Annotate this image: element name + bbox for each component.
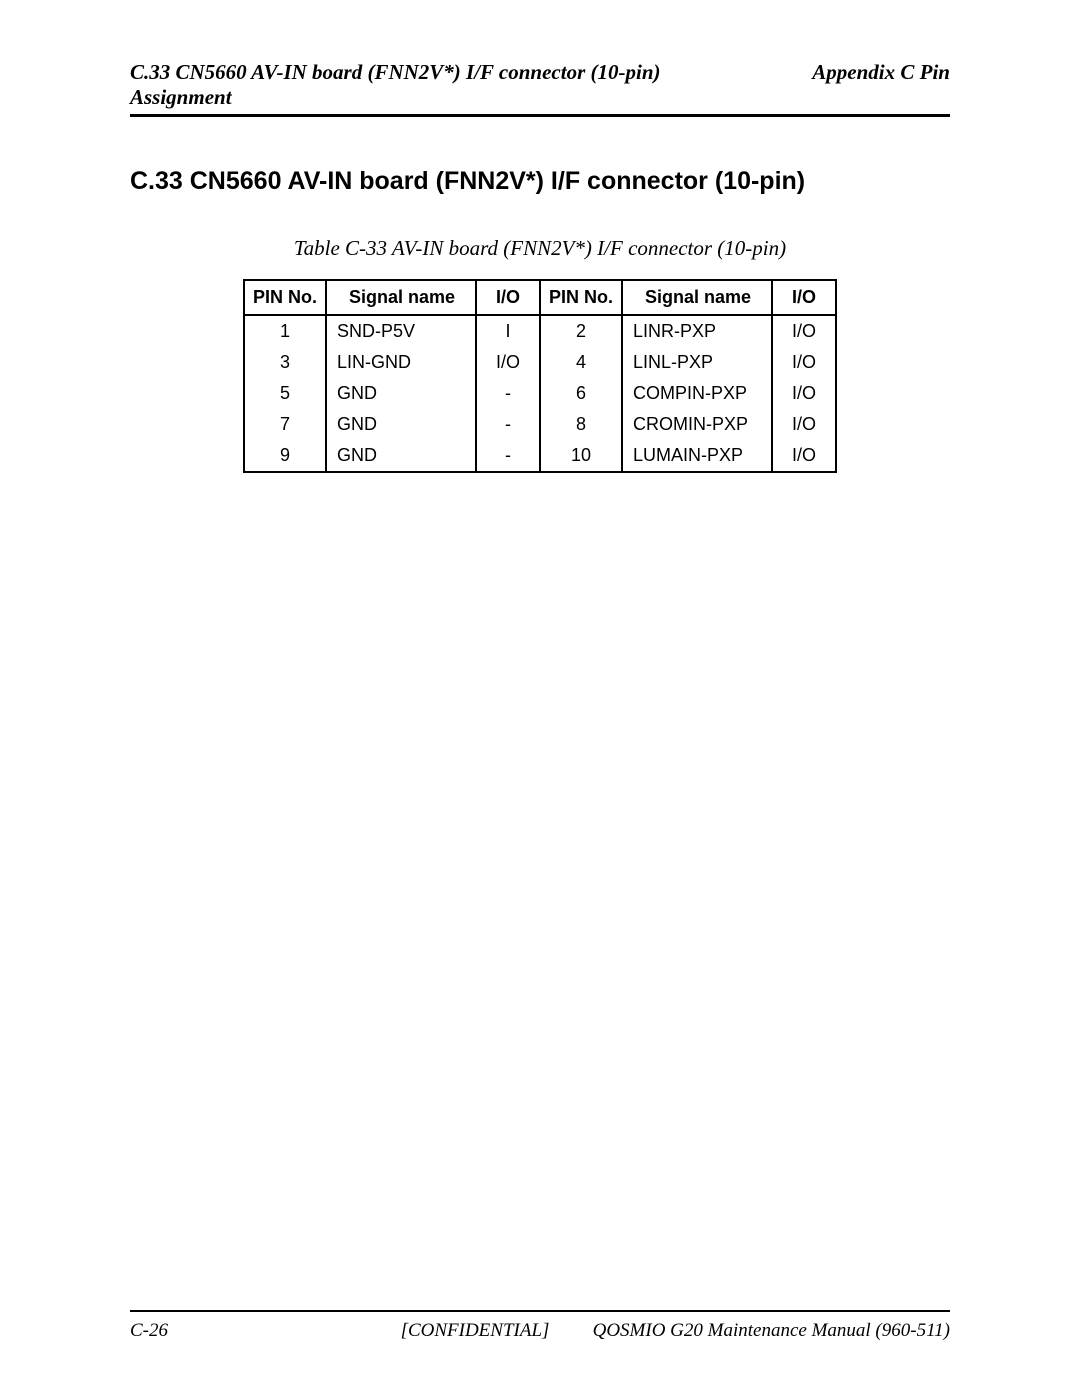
cell: I/O: [772, 378, 836, 409]
cell: 3: [244, 347, 326, 378]
footer-manual-title: QOSMIO G20 Maintenance Manual (960-511): [593, 1320, 950, 1342]
cell: 1: [244, 315, 326, 347]
cell: GND: [326, 378, 476, 409]
cell: COMPIN-PXP: [622, 378, 772, 409]
page-header: C.33 CN5660 AV-IN board (FNN2V*) I/F con…: [130, 60, 950, 117]
cell: I/O: [772, 347, 836, 378]
cell: -: [476, 378, 540, 409]
table-header-row: PIN No. Signal name I/O PIN No. Signal n…: [244, 280, 836, 315]
cell: -: [476, 440, 540, 472]
cell: 10: [540, 440, 622, 472]
cell: I/O: [476, 347, 540, 378]
cell: LUMAIN-PXP: [622, 440, 772, 472]
table-row: 3 LIN-GND I/O 4 LINL-PXP I/O: [244, 347, 836, 378]
header-right: Appendix C Pin: [812, 60, 950, 85]
table-row: 7 GND - 8 CROMIN-PXP I/O: [244, 409, 836, 440]
cell: I: [476, 315, 540, 347]
table-row: 9 GND - 10 LUMAIN-PXP I/O: [244, 440, 836, 472]
page-footer: C-26 [CONFIDENTIAL] QOSMIO G20 Maintenan…: [130, 1310, 950, 1342]
header-left-line1: C.33 CN5660 AV-IN board (FNN2V*) I/F con…: [130, 60, 661, 84]
cell: -: [476, 409, 540, 440]
cell: 4: [540, 347, 622, 378]
pin-table: PIN No. Signal name I/O PIN No. Signal n…: [243, 279, 837, 473]
table-row: 5 GND - 6 COMPIN-PXP I/O: [244, 378, 836, 409]
header-left-line2: Assignment: [130, 85, 232, 109]
cell: 6: [540, 378, 622, 409]
cell: SND-P5V: [326, 315, 476, 347]
col-header-signal1: Signal name: [326, 280, 476, 315]
cell: 5: [244, 378, 326, 409]
cell: LINL-PXP: [622, 347, 772, 378]
cell: 7: [244, 409, 326, 440]
col-header-io1: I/O: [476, 280, 540, 315]
cell: LINR-PXP: [622, 315, 772, 347]
col-header-signal2: Signal name: [622, 280, 772, 315]
col-header-pin1: PIN No.: [244, 280, 326, 315]
section-title: C.33 CN5660 AV-IN board (FNN2V*) I/F con…: [130, 167, 950, 196]
cell: I/O: [772, 440, 836, 472]
col-header-pin2: PIN No.: [540, 280, 622, 315]
table-row: 1 SND-P5V I 2 LINR-PXP I/O: [244, 315, 836, 347]
cell: 2: [540, 315, 622, 347]
cell: 9: [244, 440, 326, 472]
cell: LIN-GND: [326, 347, 476, 378]
cell: CROMIN-PXP: [622, 409, 772, 440]
cell: I/O: [772, 409, 836, 440]
table-body: 1 SND-P5V I 2 LINR-PXP I/O 3 LIN-GND I/O…: [244, 315, 836, 472]
cell: GND: [326, 440, 476, 472]
table-caption: Table C-33 AV-IN board (FNN2V*) I/F conn…: [130, 236, 950, 261]
col-header-io2: I/O: [772, 280, 836, 315]
cell: I/O: [772, 315, 836, 347]
cell: 8: [540, 409, 622, 440]
header-left: C.33 CN5660 AV-IN board (FNN2V*) I/F con…: [130, 60, 661, 110]
cell: GND: [326, 409, 476, 440]
footer-page-number: C-26: [130, 1320, 168, 1342]
